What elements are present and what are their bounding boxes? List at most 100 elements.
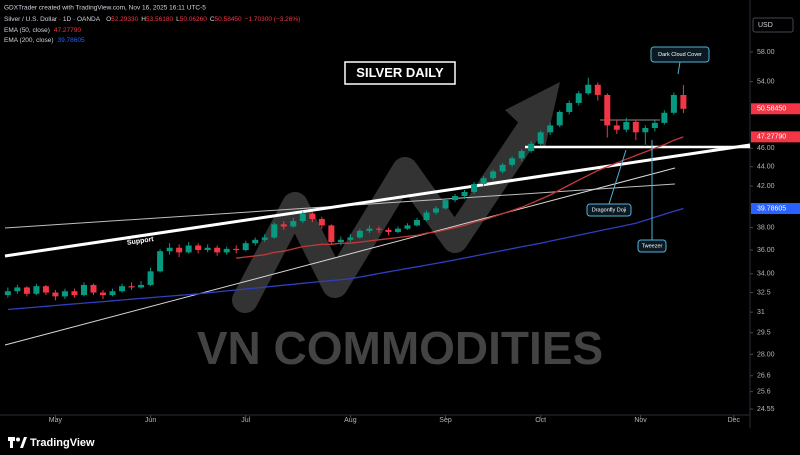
annotation-pointer: [677, 61, 681, 75]
candle-body: [23, 287, 30, 294]
watermark-arrow-head: [505, 82, 560, 148]
plot-area: [4, 77, 687, 311]
y-tick-label: 28.00: [757, 351, 775, 358]
candle-body: [109, 291, 116, 296]
candle-body: [547, 125, 554, 133]
y-tick-label: 44.00: [757, 164, 775, 171]
x-tick-label: Sep: [439, 417, 452, 424]
x-tick-label: May: [49, 417, 63, 424]
candle-body: [556, 111, 563, 126]
candle-body: [632, 122, 639, 133]
ema50-legend: EMA (50, close) 47.27790: [4, 27, 81, 34]
y-tick-label: 26.6: [757, 373, 771, 380]
candle-body: [680, 94, 687, 109]
candle-body: [242, 243, 249, 251]
change: −1.70300 (−3.26%): [245, 16, 301, 23]
footer-bar: [0, 428, 800, 455]
candle-body: [423, 212, 430, 221]
ema-value: 39.78605: [58, 37, 85, 44]
ema-line: [7, 207, 684, 311]
y-tick-label: 38.00: [757, 224, 775, 231]
candle-body: [328, 225, 335, 243]
currency-box: [752, 17, 794, 33]
watermark-arrow-body: [232, 115, 543, 313]
candle-body: [566, 102, 573, 112]
candle-body: [366, 228, 373, 231]
ohlc-value: 50.06260: [180, 16, 207, 23]
candle-body: [233, 248, 240, 251]
ema-name: EMA (200, close): [4, 37, 54, 44]
candle-body: [271, 224, 278, 238]
annotation: Dark Cloud Cover: [658, 52, 702, 58]
y-tick-label: 24.55: [757, 406, 775, 413]
candle-body: [461, 192, 468, 197]
candle-body: [385, 229, 392, 232]
candle-body: [176, 247, 183, 253]
candle-body: [185, 245, 192, 253]
trend-line: [4, 167, 676, 346]
candle-body: [80, 284, 87, 296]
title-box: [344, 61, 456, 85]
candle-body: [147, 271, 154, 285]
ohlc-value: 50.58450: [215, 16, 242, 23]
candle-body: [195, 245, 202, 251]
watermark-arrow: [232, 82, 560, 313]
candle-body: [14, 287, 21, 292]
candle-body: [413, 220, 420, 226]
candle-body: [299, 213, 306, 222]
x-tick-label: Oct: [535, 417, 546, 424]
price-label-box: [751, 103, 800, 115]
ohlc-key: C: [210, 16, 215, 23]
candle-body: [4, 291, 11, 296]
candle-body: [52, 292, 59, 297]
candle-body: [280, 224, 287, 227]
support-line: [4, 143, 751, 258]
candle-body: [442, 200, 449, 209]
ema200-legend: EMA (200, close) 39.78605: [4, 37, 85, 44]
candle-body: [642, 127, 649, 133]
annotation: Tweezer: [642, 243, 663, 249]
y-tick-label: 34.00: [757, 271, 775, 278]
candle-body: [613, 125, 620, 130]
ohlc-value: 53.56180: [146, 16, 173, 23]
logo-part: [20, 437, 27, 448]
candle-body: [309, 213, 316, 219]
support-label: Support: [127, 236, 155, 247]
candle-body: [290, 221, 297, 227]
candle-body: [394, 228, 401, 232]
y-tick-label: 46.00: [757, 145, 775, 152]
candle-body: [42, 286, 49, 293]
ema-line: [236, 136, 684, 259]
candle-body: [670, 94, 677, 113]
ohlc-key: H: [141, 16, 146, 23]
symbol-line: Silver / U.S. Dollar · 1D · OANDA O52.293…: [4, 16, 300, 23]
credit: GDXTrader created with TradingView.com, …: [4, 5, 206, 12]
logo-part: [10, 437, 13, 448]
candle-body: [585, 84, 592, 94]
symbol: Silver / U.S. Dollar · 1D · OANDA: [4, 16, 101, 23]
candle-body: [33, 286, 40, 294]
candle-body: [166, 247, 173, 252]
candle-body: [157, 251, 164, 272]
candle-body: [223, 248, 230, 253]
y-tick-label: 58.00: [757, 49, 775, 56]
candle-body: [480, 178, 487, 185]
candle-body: [204, 247, 211, 251]
annotation: Dragonfly Doji: [592, 207, 627, 213]
candle-body: [119, 286, 126, 292]
y-tick-label: 42.00: [757, 183, 775, 190]
candle-body: [509, 158, 516, 165]
candle-body: [128, 286, 135, 288]
annotation-pointer: [608, 149, 627, 205]
candle-body: [261, 237, 268, 240]
price-label: 50.58450: [757, 106, 786, 113]
candle-body: [356, 230, 363, 238]
candle-body: [651, 122, 658, 128]
candle-body: [452, 196, 459, 201]
currency: USD: [758, 22, 773, 29]
ema-value: 47.27790: [54, 27, 81, 34]
y-tick-label: 25.6: [757, 388, 771, 395]
ohlc-value: 52.29330: [111, 16, 138, 23]
brand: TradingView: [30, 437, 95, 449]
price-label-box: [751, 203, 800, 215]
